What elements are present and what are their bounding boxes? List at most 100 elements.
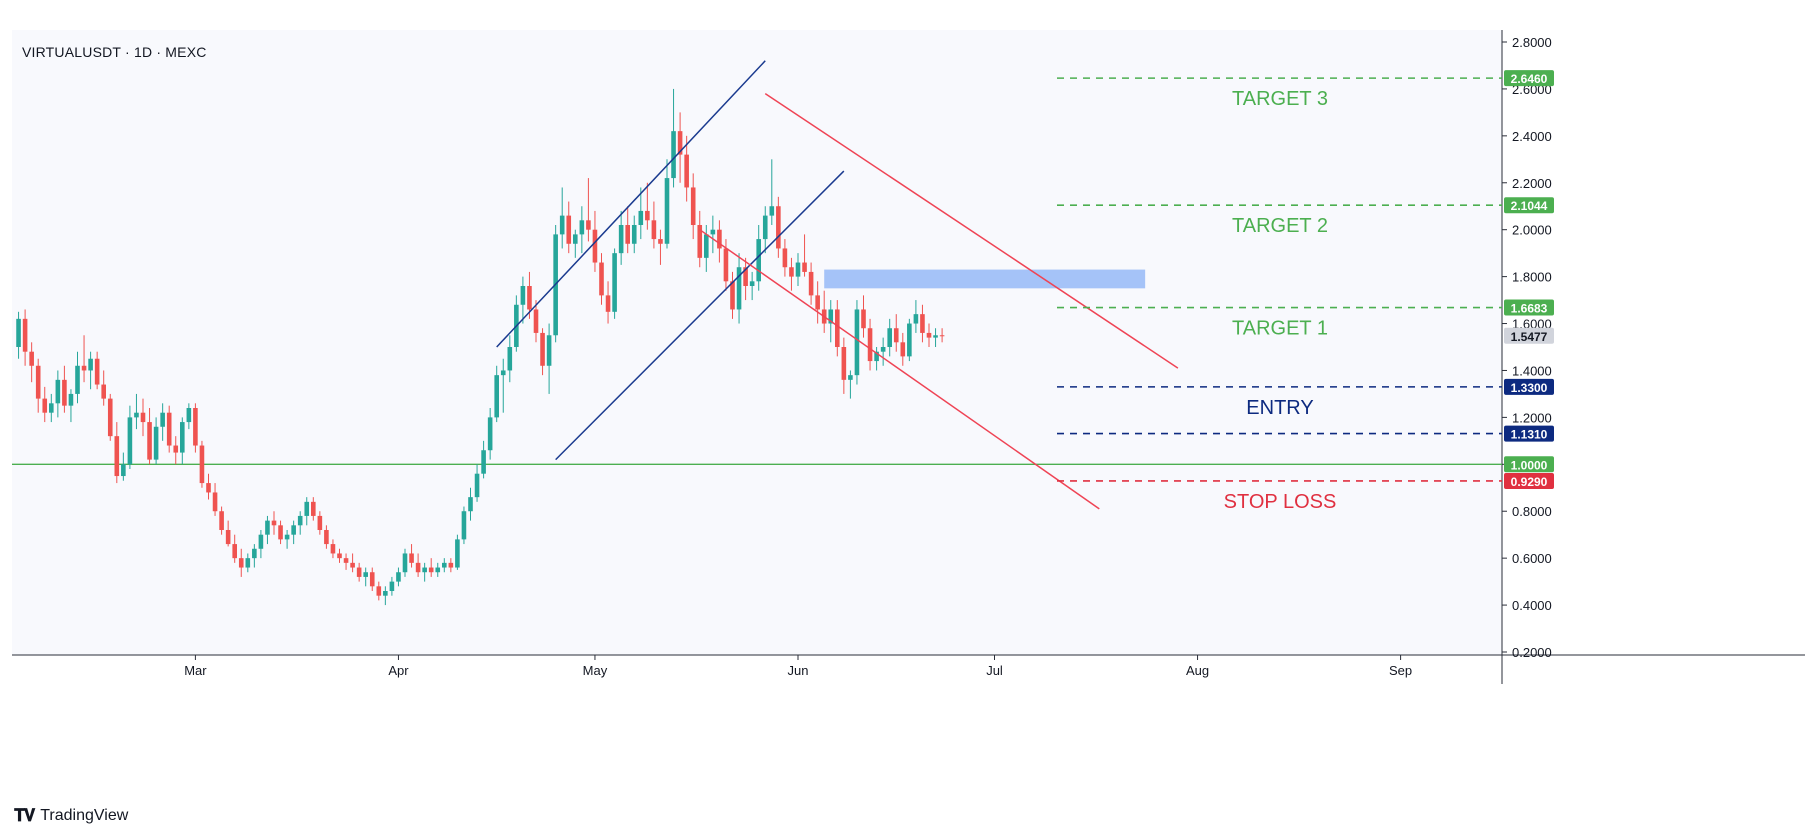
candle-body [579,220,585,235]
candle-body [252,548,257,559]
level-text: ENTRY [1246,397,1313,419]
y-tick-label: 2.0000 [1512,223,1552,238]
last-price-tag [1504,327,1554,344]
candle-body [690,187,696,225]
x-tick-label: Mar [184,663,207,678]
x-tick-label: Sep [1389,663,1412,678]
level-price-tag [1504,197,1554,214]
level-text: STOP LOSS [1224,491,1337,513]
candle-body [166,412,172,446]
candle-body [383,591,388,596]
level-price-label: 1.1310 [1511,428,1548,442]
candle-body [907,323,912,357]
candle-body [127,417,133,465]
candle-body [573,234,578,244]
level-price-label: 2.1044 [1511,199,1548,213]
candle-body [939,335,945,337]
candle-body [363,572,368,577]
candle-body [121,464,126,477]
tradingview-logo-icon: 𝐓𝐕 [14,806,35,826]
candle-body [317,515,323,530]
branding: 𝐓𝐕 TradingView [14,806,128,826]
candle-body [402,553,408,573]
candle-body [22,318,28,352]
candle-body [62,379,67,406]
last-price-label: 1.5477 [1511,330,1548,344]
candle-body [920,314,925,333]
candle-body [356,567,362,577]
candle-body [795,262,801,277]
level-text: TARGET 2 [1232,215,1328,237]
candle-body [704,234,709,258]
candle-body [566,215,572,244]
candle-body [35,365,41,399]
candle-body [710,229,716,235]
y-tick-label: 2.2000 [1512,176,1552,191]
x-tick-label: May [583,663,608,678]
level-price-label: 2.6460 [1511,72,1548,86]
candle-body [422,567,427,573]
candle-body [415,562,421,573]
candle-body [540,332,545,366]
candle-body [677,131,683,155]
candle-body [258,534,264,549]
candle-body [428,567,434,573]
candle-body [68,393,74,406]
support-price-tag [1504,456,1554,473]
candle-body [232,544,237,559]
candle-body [841,347,847,380]
y-tick-label: 0.8000 [1512,504,1552,519]
price-chart[interactable]: 2.80002.60002.40002.20002.00001.80001.60… [12,30,1805,799]
level-price-tag [1504,70,1554,87]
candle-body [867,328,873,362]
candle-body [500,370,506,376]
candle-body [808,271,814,296]
candle-body [605,295,611,312]
candle-body [828,309,834,324]
candle-body [88,358,93,371]
candle-body [140,412,146,423]
candle-body [893,328,899,343]
resistance-zone [824,269,1146,289]
brand-name: TradingView [40,807,129,824]
candle-body [776,206,781,249]
candle-body [533,309,539,333]
candle-body [396,572,401,582]
candle-body [49,403,54,413]
candle-body [848,375,853,380]
candle-body [854,309,860,376]
candle-body [455,539,460,568]
descending-channel-line [699,229,1100,510]
candle-body [265,520,270,535]
candle-body [782,248,788,268]
candle-body [389,581,395,591]
candle-body [815,295,820,310]
candle-body [225,530,231,545]
candle-body [114,436,120,477]
candle-body [527,286,532,310]
candle-body [717,229,722,249]
candle-body [442,562,447,568]
candle-body [147,422,152,460]
candle-body [481,450,486,474]
candle-body [835,309,840,347]
candle-body [376,586,382,596]
candle-body [245,558,251,568]
candle-body [186,408,192,423]
level-price-label: 1.6683 [1511,302,1548,316]
candle-body [926,332,932,338]
candle-body [153,426,159,460]
x-tick-label: Aug [1186,663,1209,678]
level-price-tag [1504,425,1554,442]
candle-body [861,309,866,329]
candle-body [697,225,703,258]
level-text: TARGET 1 [1232,318,1328,340]
candle-body [618,225,624,254]
candle-body [468,497,473,512]
y-tick-label: 2.4000 [1512,129,1552,144]
candle-body [802,262,807,272]
candle-body [730,281,735,310]
candle-body [638,210,644,225]
candle-body [520,286,526,305]
candle-body [29,351,34,366]
